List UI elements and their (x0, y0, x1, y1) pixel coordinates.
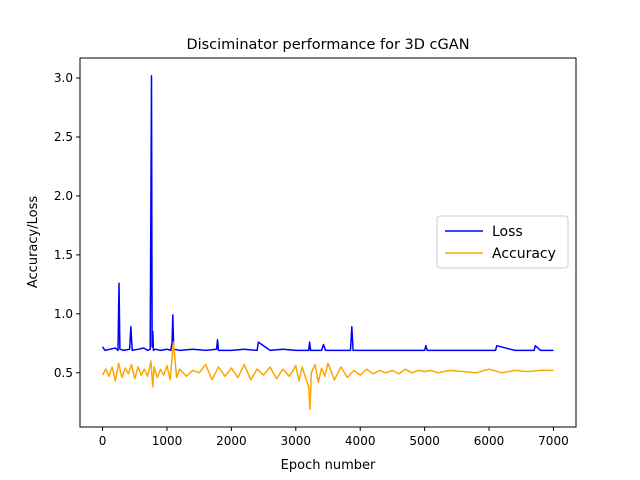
x-axis: 0 1000 2000 3000 4000 5000 6000 7000 (99, 427, 569, 448)
series-line-loss (101, 74, 554, 352)
x-tick-label: 1000 (152, 434, 183, 448)
chart-title: Disciminator performance for 3D cGAN (186, 37, 469, 53)
x-tick-label: 4000 (345, 434, 376, 448)
x-axis-label: Epoch number (281, 458, 376, 473)
legend: Loss Accuracy (436, 215, 569, 269)
x-tick-label: 0 (99, 434, 107, 448)
y-tick-label: 1.5 (54, 248, 73, 262)
y-axis: 0.5 1.0 1.5 2.0 2.5 3.0 (54, 71, 80, 380)
legend-label-accuracy: Accuracy (492, 246, 556, 262)
y-tick-label: 2.5 (54, 130, 73, 144)
x-tick-label: 2000 (216, 434, 247, 448)
x-tick-label: 3000 (281, 434, 312, 448)
y-tick-label: 0.5 (54, 366, 73, 380)
y-tick-label: 3.0 (54, 71, 73, 85)
series-line-accuracy (101, 341, 554, 411)
legend-box (436, 215, 569, 269)
x-tick-label: 7000 (538, 434, 569, 448)
legend-label-loss: Loss (492, 224, 523, 240)
x-tick-label: 6000 (474, 434, 505, 448)
y-axis-label: Accuracy/Loss (26, 196, 41, 288)
x-tick-label: 5000 (409, 434, 440, 448)
y-tick-label: 1.0 (54, 307, 73, 321)
plot-area (101, 74, 554, 411)
plot-frame (79, 57, 577, 428)
y-tick-label: 2.0 (54, 189, 73, 203)
